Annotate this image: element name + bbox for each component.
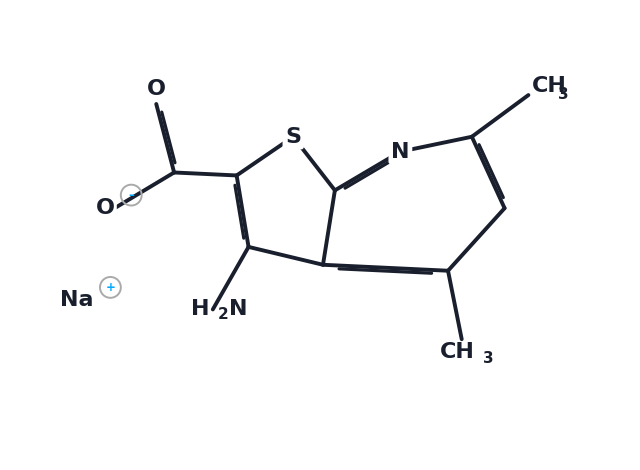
Text: +: + [106,281,115,294]
Text: CH: CH [440,342,474,362]
Text: 3: 3 [557,87,568,102]
Text: H: H [191,299,210,320]
Text: S: S [285,127,301,147]
Text: N: N [230,299,248,320]
Text: CH: CH [531,76,566,96]
Text: N: N [391,141,410,162]
Text: 2: 2 [218,307,229,321]
Text: –: – [128,188,134,202]
Text: O: O [95,198,115,218]
Text: Na: Na [60,290,93,311]
Text: 3: 3 [483,351,494,366]
Text: O: O [147,79,166,99]
